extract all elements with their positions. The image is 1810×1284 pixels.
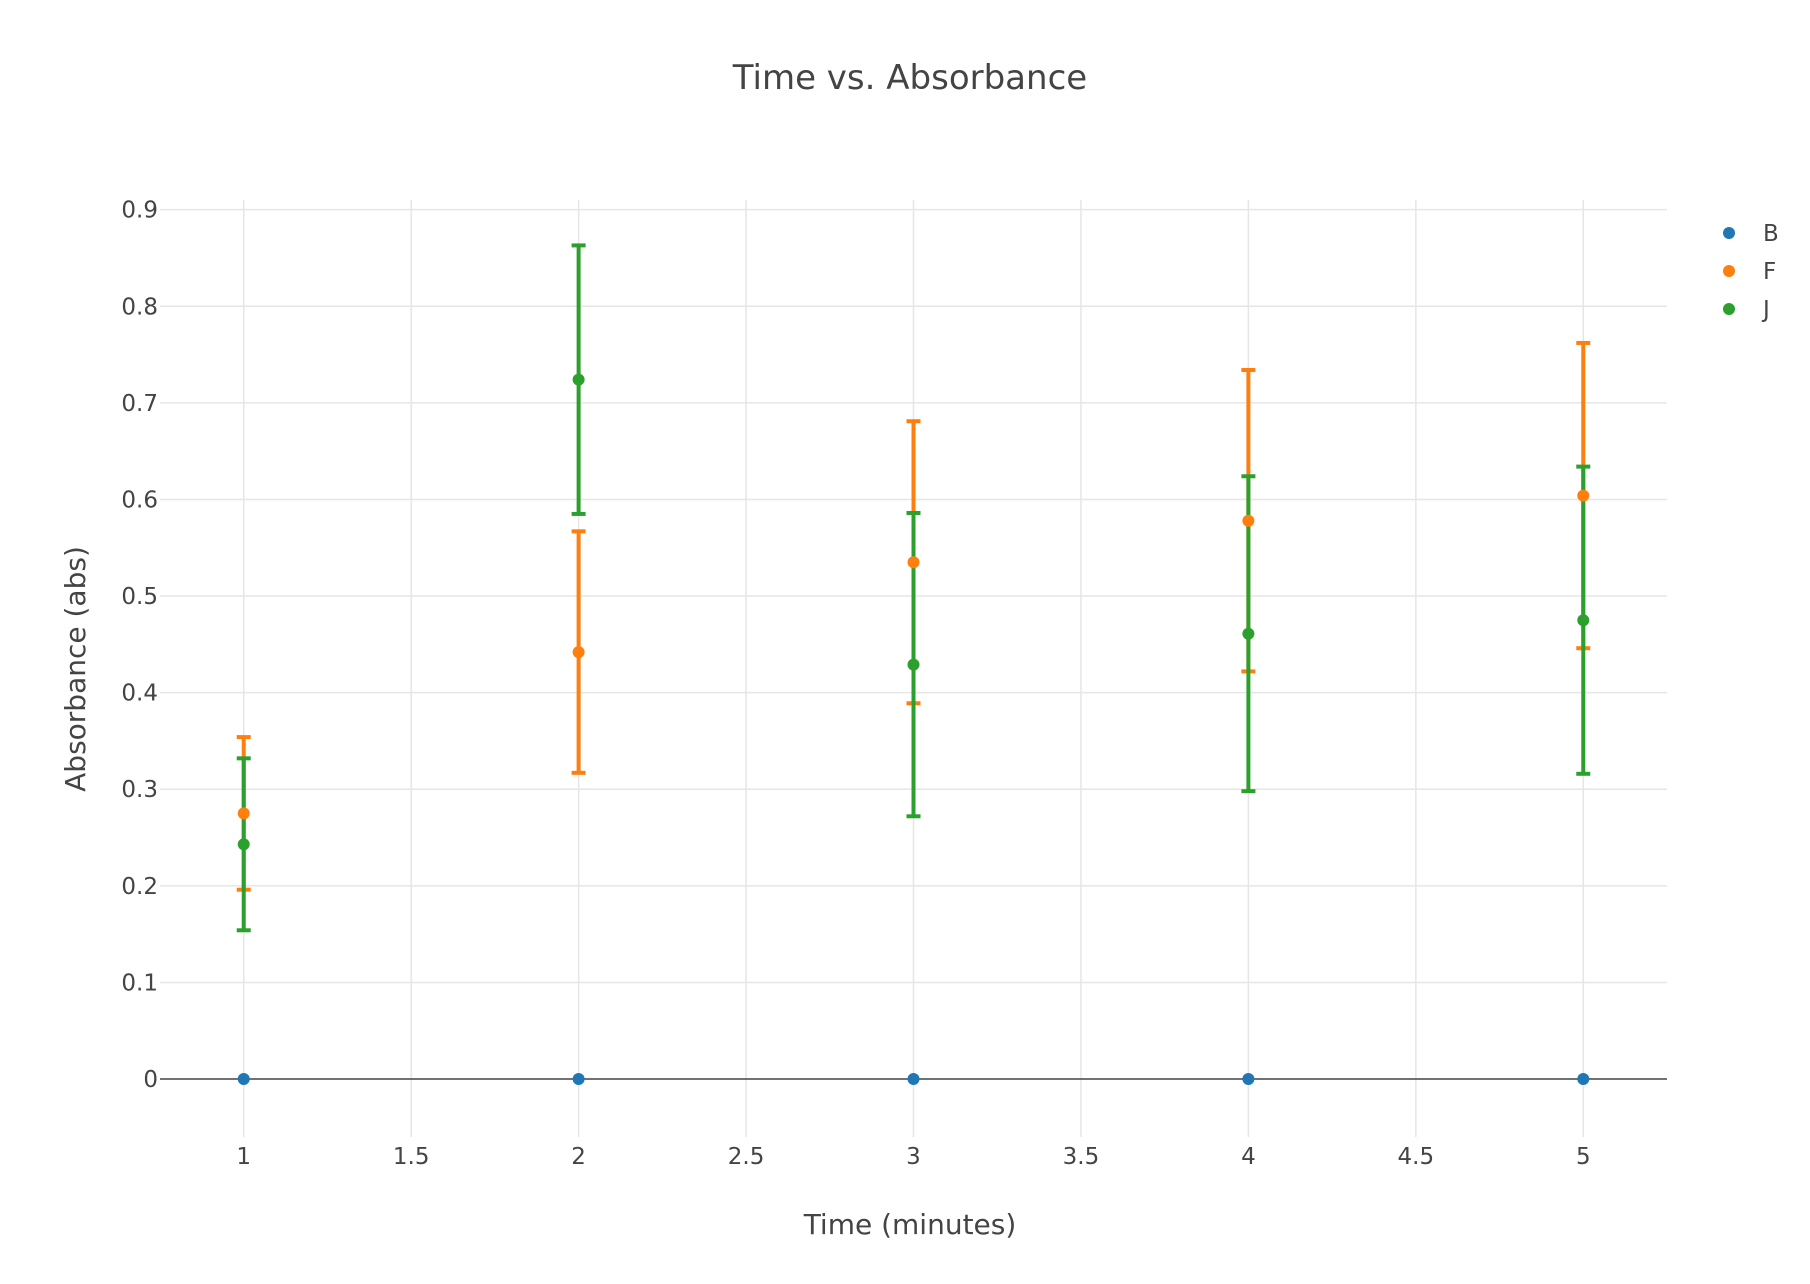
- legend-label-f: F: [1763, 259, 1776, 285]
- data-point-j: [907, 658, 920, 671]
- y-tick-label: 0.5: [121, 584, 158, 610]
- y-tick-label: 0.9: [121, 198, 158, 224]
- legend-marker-f: [1723, 265, 1735, 277]
- y-tick-label: 0.2: [121, 874, 158, 900]
- y-tick-label: 0.6: [121, 487, 158, 513]
- data-point-j: [572, 373, 585, 386]
- x-tick-label: 3: [906, 1144, 921, 1170]
- x-tick-label: 2: [571, 1144, 586, 1170]
- y-tick-label: 0: [143, 1067, 158, 1093]
- data-point-f: [237, 807, 250, 820]
- chart-title: Time vs. Absorbance: [732, 58, 1087, 98]
- y-tick-label: 0.3: [121, 777, 158, 803]
- legend-label-j: J: [1761, 297, 1770, 323]
- y-tick-label: 0.7: [121, 391, 158, 417]
- x-axis-title: Time (minutes): [803, 1208, 1017, 1241]
- x-tick-label: 4.5: [1398, 1144, 1435, 1170]
- data-point-b: [237, 1073, 250, 1086]
- legend[interactable]: BFJ: [1723, 221, 1779, 323]
- x-tick-label: 1: [236, 1144, 251, 1170]
- y-axis-title: Absorbance (abs): [59, 546, 92, 792]
- x-tick-label: 1.5: [393, 1144, 430, 1170]
- data-point-layer: [237, 373, 1590, 1086]
- legend-label-b: B: [1763, 221, 1779, 247]
- data-point-b: [1242, 1073, 1255, 1086]
- x-tick-label: 4: [1241, 1144, 1256, 1170]
- data-point-j: [1242, 627, 1255, 640]
- data-point-f: [907, 556, 920, 569]
- legend-marker-j: [1723, 303, 1735, 315]
- data-point-b: [572, 1073, 585, 1086]
- data-point-b: [1577, 1073, 1590, 1086]
- data-point-f: [572, 646, 585, 659]
- y-tick-label: 0.1: [121, 970, 158, 996]
- x-tick-label: 5: [1576, 1144, 1591, 1170]
- data-point-j: [237, 838, 250, 851]
- x-tick-label: 2.5: [728, 1144, 765, 1170]
- data-point-f: [1242, 514, 1255, 527]
- legend-marker-b: [1723, 227, 1735, 239]
- y-tick-label: 0.4: [121, 681, 158, 707]
- tick-label-layer: 1 1.5 2 2.5 3 3.5 4 4.5 5 0 0.1 0.2 0.3 0.4 0.5 0.6 0.7 0…: [121, 198, 1590, 1170]
- y-tick-label: 0.8: [121, 294, 158, 320]
- legend-item-b[interactable]: B: [1723, 221, 1779, 247]
- data-point-j: [1577, 614, 1590, 627]
- data-point-f: [1577, 489, 1590, 502]
- x-tick-label: 3.5: [1063, 1144, 1100, 1170]
- legend-item-j[interactable]: J: [1723, 297, 1770, 323]
- legend-item-f[interactable]: F: [1723, 259, 1776, 285]
- data-point-b: [907, 1073, 920, 1086]
